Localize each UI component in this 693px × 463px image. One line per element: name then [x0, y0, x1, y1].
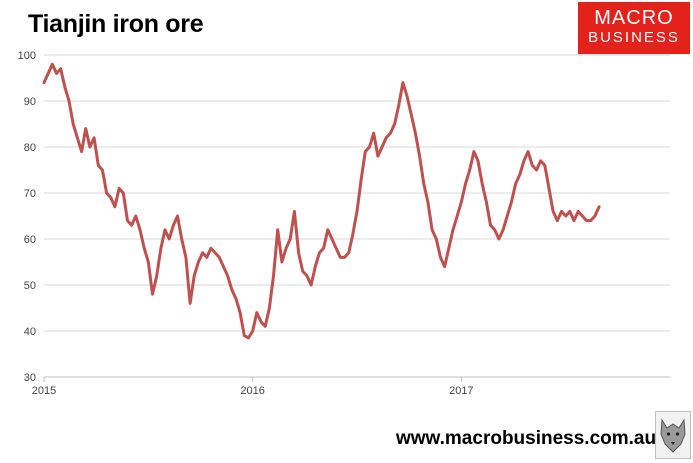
footer-url[interactable]: www.macrobusiness.com.au — [396, 428, 657, 449]
axes: 30 40 50 60 70 80 90 100 2015 2016 2017 — [18, 50, 670, 397]
y-tick-label: 50 — [24, 280, 36, 292]
logo-line2: BUSINESS — [588, 29, 680, 46]
macrobusiness-logo: MACRO BUSINESS — [578, 2, 690, 54]
x-tick-label: 2016 — [240, 385, 264, 397]
gridlines — [44, 54, 670, 332]
y-tick-label: 60 — [24, 234, 36, 246]
logo-line1: MACRO — [594, 7, 674, 29]
x-tick-label: 2015 — [32, 385, 56, 397]
y-tick-label: 80 — [24, 142, 36, 154]
wolf-mascot-icon — [655, 411, 691, 459]
chart-title: Tianjin iron ore — [28, 10, 204, 38]
series-layer — [42, 62, 601, 340]
y-tick-label: 90 — [24, 96, 36, 108]
y-tick-label: 30 — [24, 372, 36, 384]
x-tick-label: 2017 — [449, 385, 473, 397]
y-tick-label: 70 — [24, 188, 36, 200]
series-line — [42, 62, 601, 340]
y-tick-label: 40 — [24, 326, 36, 338]
y-tick-label: 100 — [18, 50, 36, 62]
